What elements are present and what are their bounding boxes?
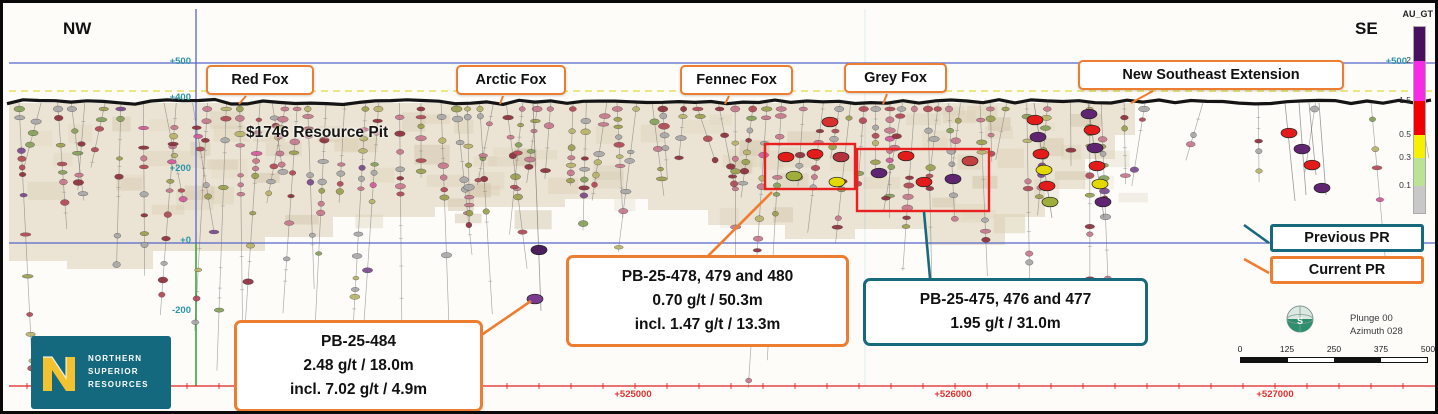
scale-segment <box>1287 358 1334 362</box>
callout-line: 0.70 g/t / 50.3m <box>652 292 763 310</box>
resource-pit-label: $1746 Resource Pit <box>246 124 389 141</box>
zone-pointer-line <box>1130 90 1154 104</box>
easting-label-525000: +525000 <box>614 389 652 400</box>
zone-pointer-line <box>882 93 888 105</box>
view-azimuth: Azimuth 028 <box>1350 326 1403 337</box>
elevation-label-500: +500 <box>169 56 191 67</box>
grade-segment <box>1414 135 1425 158</box>
callout-pb-25-484: PB-25-484 2.48 g/t / 18.0m incl. 7.02 g/… <box>234 320 483 411</box>
highlight-box-grey-fox <box>855 147 991 213</box>
zone-label-arctic-fox: Arctic Fox <box>456 65 566 95</box>
callout-pb-25-478-480: PB-25-478, 479 and 480 0.70 g/t / 50.3m … <box>566 255 849 348</box>
elevation-label-neg200: -200 <box>171 305 191 316</box>
leader-pb-25-475-477 <box>922 211 932 279</box>
logo-line: RESOURCES <box>88 379 149 389</box>
legend-previous-pr: Previous PR <box>1270 224 1424 252</box>
callout-line: PB-25-484 <box>321 333 396 350</box>
scale-tick: 500 <box>1420 344 1436 354</box>
highlight-disks <box>526 108 1331 305</box>
elevation-label-right-500: +500 <box>1385 56 1407 67</box>
scale-tick: 375 <box>1373 344 1389 354</box>
zone-pointer-line <box>238 95 247 105</box>
grade-segment <box>1414 61 1425 101</box>
drill-holes <box>13 102 1430 411</box>
highlight-box-fennec-fox <box>763 142 857 191</box>
grade-legend: AU_GT 2 1.5 0.5 0.3 0.1 <box>1387 9 1435 219</box>
grade-segment <box>1414 101 1425 135</box>
grade-segment <box>1414 186 1425 213</box>
scale-segment <box>1380 358 1427 362</box>
grade-segment <box>1414 158 1425 186</box>
elevation-label-200: +200 <box>169 163 191 174</box>
zone-label-red-fox: Red Fox <box>206 65 314 95</box>
easting-label-527000: +527000 <box>1256 389 1294 400</box>
grade-segment <box>1414 27 1425 61</box>
grade-label: 1.5 <box>1399 95 1411 105</box>
callout-line: incl. 1.47 g/t / 13.3m <box>634 316 781 334</box>
zone-pointer-line <box>499 95 504 105</box>
scale-segment <box>1334 358 1381 362</box>
zone-label-new-southeast-extension: New Southeast Extension <box>1078 60 1344 90</box>
company-logo-text: NORTHERN SUPERIOR RESOURCES <box>88 353 149 391</box>
logo-line: NORTHERN <box>88 354 143 364</box>
grade-label: 0.1 <box>1399 180 1411 190</box>
zone-label-grey-fox: Grey Fox <box>844 63 947 93</box>
zone-pointer-line <box>724 95 730 105</box>
scale-bar: 0 125 250 375 500 <box>1237 344 1435 368</box>
direction-label-se: SE <box>1355 19 1378 38</box>
leader-previous-pr <box>1243 223 1270 245</box>
easting-label-526000: +526000 <box>934 389 972 400</box>
callout-line: incl. 7.02 g/t / 4.9m <box>290 381 427 399</box>
grade-label: 0.3 <box>1399 152 1411 162</box>
direction-label-nw: NW <box>63 19 92 38</box>
svg-text:S: S <box>1297 316 1303 326</box>
logo-line: SUPERIOR <box>88 367 139 377</box>
view-plunge: Plunge 00 <box>1350 313 1393 324</box>
callout-line: 2.48 g/t / 18.0m <box>303 357 414 375</box>
callout-pb-25-475-477: PB-25-475, 476 and 477 1.95 g/t / 31.0m <box>863 278 1148 347</box>
callout-line: PB-25-478, 479 and 480 <box>621 268 794 285</box>
leader-current-pr <box>1243 257 1270 275</box>
company-logo: NORTHERN SUPERIOR RESOURCES <box>31 336 171 409</box>
callout-line: PB-25-475, 476 and 477 <box>919 291 1092 308</box>
topography-line <box>6 97 1432 107</box>
zone-label-fennec-fox: Fennec Fox <box>680 65 793 95</box>
grade-legend-bar <box>1413 26 1426 214</box>
grade-label: 0.5 <box>1399 129 1411 139</box>
scale-tick: 250 <box>1326 344 1342 354</box>
northern-superior-logo-icon <box>43 355 75 391</box>
scale-segment <box>1241 358 1288 362</box>
scale-tick: 125 <box>1279 344 1295 354</box>
grade-label: 2 <box>1406 55 1411 65</box>
callout-line: 1.95 g/t / 31.0m <box>950 315 1061 333</box>
elevation-label-0: +0 <box>180 235 191 246</box>
leader-pb-25-478-480 <box>705 191 773 259</box>
leader-pb-25-484 <box>479 299 532 338</box>
orientation-globe-icon: S <box>1286 305 1314 333</box>
legend-current-pr: Current PR <box>1270 256 1424 284</box>
grade-legend-title: AU_GT <box>1402 9 1433 19</box>
scale-tick: 0 <box>1237 344 1243 354</box>
scale-bar-segments <box>1240 357 1428 363</box>
elevation-label-400: +400 <box>169 92 191 103</box>
